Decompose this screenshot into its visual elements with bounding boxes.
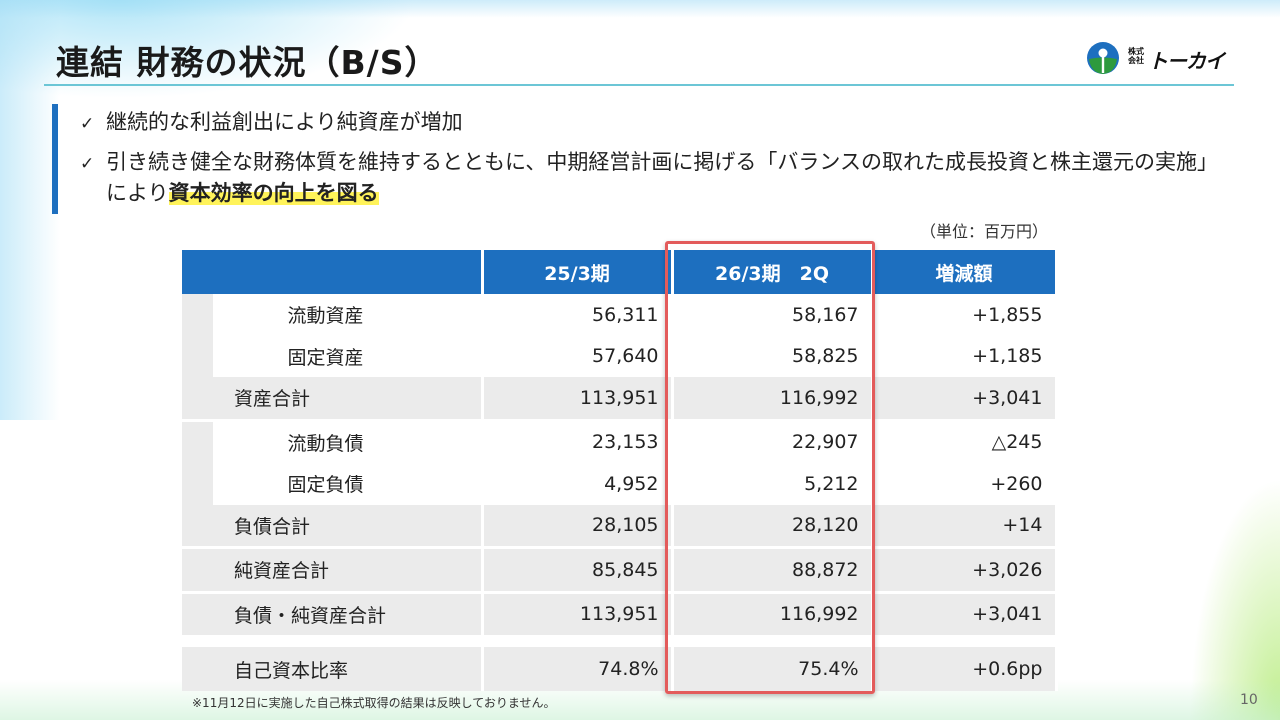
cell-change: +0.6pp (872, 647, 1058, 691)
table-spacer (182, 635, 1058, 647)
row-label: 自己資本比率 (182, 647, 484, 691)
row-label: 流動負債 (214, 418, 484, 463)
table-header-row: 25/3期 26/3期 2Q 増減額 (182, 250, 1058, 294)
page-number: 10 (1240, 692, 1258, 708)
cell-current: 88,872 (672, 546, 874, 592)
row-label: 負債・純資産合計 (182, 590, 484, 635)
cell-current: 75.4% (672, 647, 874, 691)
title-underline (44, 84, 1234, 86)
slide-title: 連結 財務の状況（B/S） (56, 43, 439, 82)
background-left-gradient (0, 0, 60, 420)
background-bottom-right-gradient (1120, 380, 1280, 720)
row-label: 負債合計 (182, 504, 484, 548)
header-corner (182, 250, 216, 294)
cell-change: +3,041 (872, 590, 1058, 635)
table-row-ratio: 自己資本比率 74.8% 75.4% +0.6pp (182, 647, 1058, 691)
table-row: 流動負債 23,153 22,907 △245 (182, 418, 1058, 505)
cell-change: +14 (872, 504, 1058, 548)
cell-current: 58,825 (672, 335, 874, 377)
cell-prev: 74.8% (482, 647, 674, 691)
cell-current: 22,907 (672, 418, 874, 463)
highlighted-text: 資本効率の向上を図る (168, 181, 379, 205)
cell-change: △245 (872, 418, 1058, 463)
bullet-text: 継続的な利益創出により純資産が増加 (106, 110, 463, 134)
check-icon: ✓ (80, 114, 95, 134)
table-row: 固定負債 4,952 5,212 +260 (182, 463, 1058, 505)
cell-prev: 28,105 (482, 504, 674, 548)
cell-change: +1,185 (872, 335, 1058, 377)
cell-prev: 4,952 (482, 463, 674, 505)
cell-prev: 113,951 (482, 377, 674, 420)
table-row: 固定資産 57,640 58,825 +1,185 (182, 335, 1058, 377)
cell-change: +3,026 (872, 546, 1058, 592)
cell-change: +1,855 (872, 294, 1058, 336)
row-label: 流動資産 (214, 294, 484, 336)
cell-current: 116,992 (672, 590, 874, 635)
cell-prev: 23,153 (482, 418, 674, 463)
cell-current: 58,167 (672, 294, 874, 336)
row-label: 固定資産 (214, 335, 484, 377)
cell-current: 116,992 (672, 377, 874, 420)
bullet-text: 引き続き健全な財務体質を維持するとともに、中期経営計画に掲げる「バランスの取れた… (106, 150, 1218, 205)
cell-change: +3,041 (872, 377, 1058, 420)
company-logo: 株式会社 トーカイ (1086, 40, 1226, 80)
check-icon: ✓ (80, 154, 95, 174)
table-row-total: 負債・純資産合計 113,951 116,992 +3,041 (182, 590, 1058, 635)
header-change: 増減額 (872, 250, 1058, 294)
tokai-logo-icon (1087, 42, 1119, 74)
cell-prev: 57,640 (482, 335, 674, 377)
table-row-total: 負債合計 28,105 28,120 +14 (182, 504, 1058, 548)
logo-subtitle: 株式会社 (1128, 47, 1144, 65)
bullet-item: ✓ 継続的な利益創出により純資産が増加 (80, 107, 1226, 140)
row-label: 固定負債 (214, 463, 484, 505)
row-group-marker (182, 418, 216, 505)
cell-current: 5,212 (672, 463, 874, 505)
row-group-marker (182, 294, 216, 377)
header-current-period: 26/3期 2Q (672, 250, 874, 294)
cell-current: 28,120 (672, 504, 874, 548)
cell-prev: 56,311 (482, 294, 674, 336)
footnote: ※11月12日に実施した自己株式取得の結果は反映しておりません。 (192, 696, 556, 710)
row-label: 資産合計 (182, 377, 484, 420)
header-label (214, 250, 484, 294)
cell-prev: 113,951 (482, 590, 674, 635)
logo-name: トーカイ (1148, 49, 1225, 73)
balance-sheet-table: 25/3期 26/3期 2Q 増減額 流動資産 56,311 58,167 +1… (182, 250, 1058, 691)
spacer-cell (182, 635, 1058, 647)
table-row: 流動資産 56,311 58,167 +1,855 (182, 294, 1058, 377)
header-prev-period: 25/3期 (482, 250, 674, 294)
table-row-total: 純資産合計 85,845 88,872 +3,026 (182, 546, 1058, 592)
cell-change: +260 (872, 463, 1058, 505)
row-label: 純資産合計 (182, 546, 484, 592)
cell-prev: 85,845 (482, 546, 674, 592)
unit-label: （単位：百万円） (920, 222, 1049, 241)
table-row-total: 資産合計 113,951 116,992 +3,041 (182, 377, 1058, 420)
bullet-item: ✓ 引き続き健全な財務体質を維持するとともに、中期経営計画に掲げる「バランスの取れ… (80, 147, 1226, 209)
bullets-accent-bar (52, 104, 58, 214)
